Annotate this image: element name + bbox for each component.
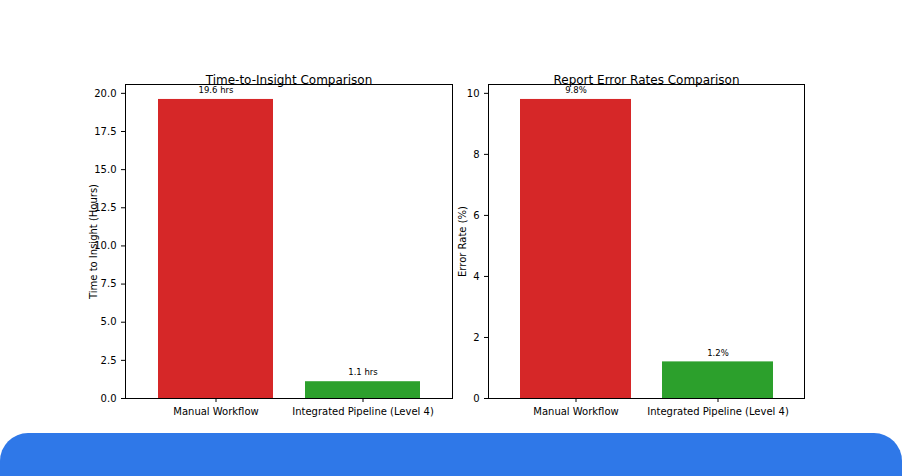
svg-text:Integrated Pipeline (Level 4): Integrated Pipeline (Level 4) <box>292 406 434 417</box>
svg-text:Report Error Rates Comparison: Report Error Rates Comparison <box>553 73 740 87</box>
svg-text:2: 2 <box>473 332 479 343</box>
svg-text:Integrated Pipeline (Level 4): Integrated Pipeline (Level 4) <box>647 406 789 417</box>
svg-text:20.0: 20.0 <box>94 88 116 99</box>
svg-text:6: 6 <box>473 210 479 221</box>
svg-text:12.5: 12.5 <box>94 202 117 213</box>
svg-text:10: 10 <box>467 88 480 99</box>
svg-text:10.0: 10.0 <box>94 240 117 252</box>
svg-text:8: 8 <box>473 149 479 160</box>
svg-text:4: 4 <box>473 271 479 282</box>
svg-text:1.1 hrs: 1.1 hrs <box>348 367 378 377</box>
svg-text:Time to Insight (Hours): Time to Insight (Hours) <box>88 184 99 300</box>
svg-text:7.5: 7.5 <box>101 278 117 289</box>
svg-text:0: 0 <box>473 393 479 404</box>
svg-text:1.2%: 1.2% <box>707 348 729 358</box>
svg-text:0.0: 0.0 <box>101 393 117 404</box>
svg-text:Manual Workflow: Manual Workflow <box>173 406 258 417</box>
svg-text:19.6 hrs: 19.6 hrs <box>199 85 235 95</box>
svg-text:17.5: 17.5 <box>94 126 116 137</box>
svg-text:9.8%: 9.8% <box>565 85 587 95</box>
svg-text:Time-to-Insight Comparison: Time-to-Insight Comparison <box>205 73 373 87</box>
svg-text:Error Rate (%): Error Rate (%) <box>457 206 468 277</box>
svg-text:2.5: 2.5 <box>101 355 117 366</box>
svg-text:15.0: 15.0 <box>94 164 116 175</box>
svg-text:5.0: 5.0 <box>101 316 117 327</box>
svg-text:Manual Workflow: Manual Workflow <box>533 406 618 417</box>
